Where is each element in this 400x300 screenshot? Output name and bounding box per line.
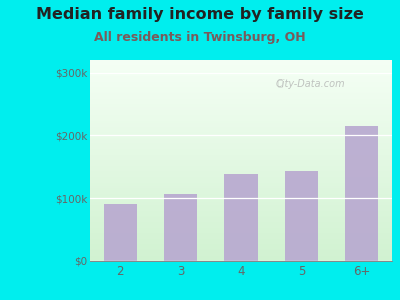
Text: Median family income by family size: Median family income by family size: [36, 8, 364, 22]
Bar: [104, 205, 137, 261]
Bar: [345, 126, 378, 261]
Text: All residents in Twinsburg, OH: All residents in Twinsburg, OH: [94, 32, 306, 44]
Bar: [224, 174, 258, 261]
Text: City-Data.com: City-Data.com: [276, 79, 345, 89]
Text: 🔍: 🔍: [278, 80, 283, 88]
Bar: [164, 194, 197, 261]
Bar: [285, 171, 318, 261]
